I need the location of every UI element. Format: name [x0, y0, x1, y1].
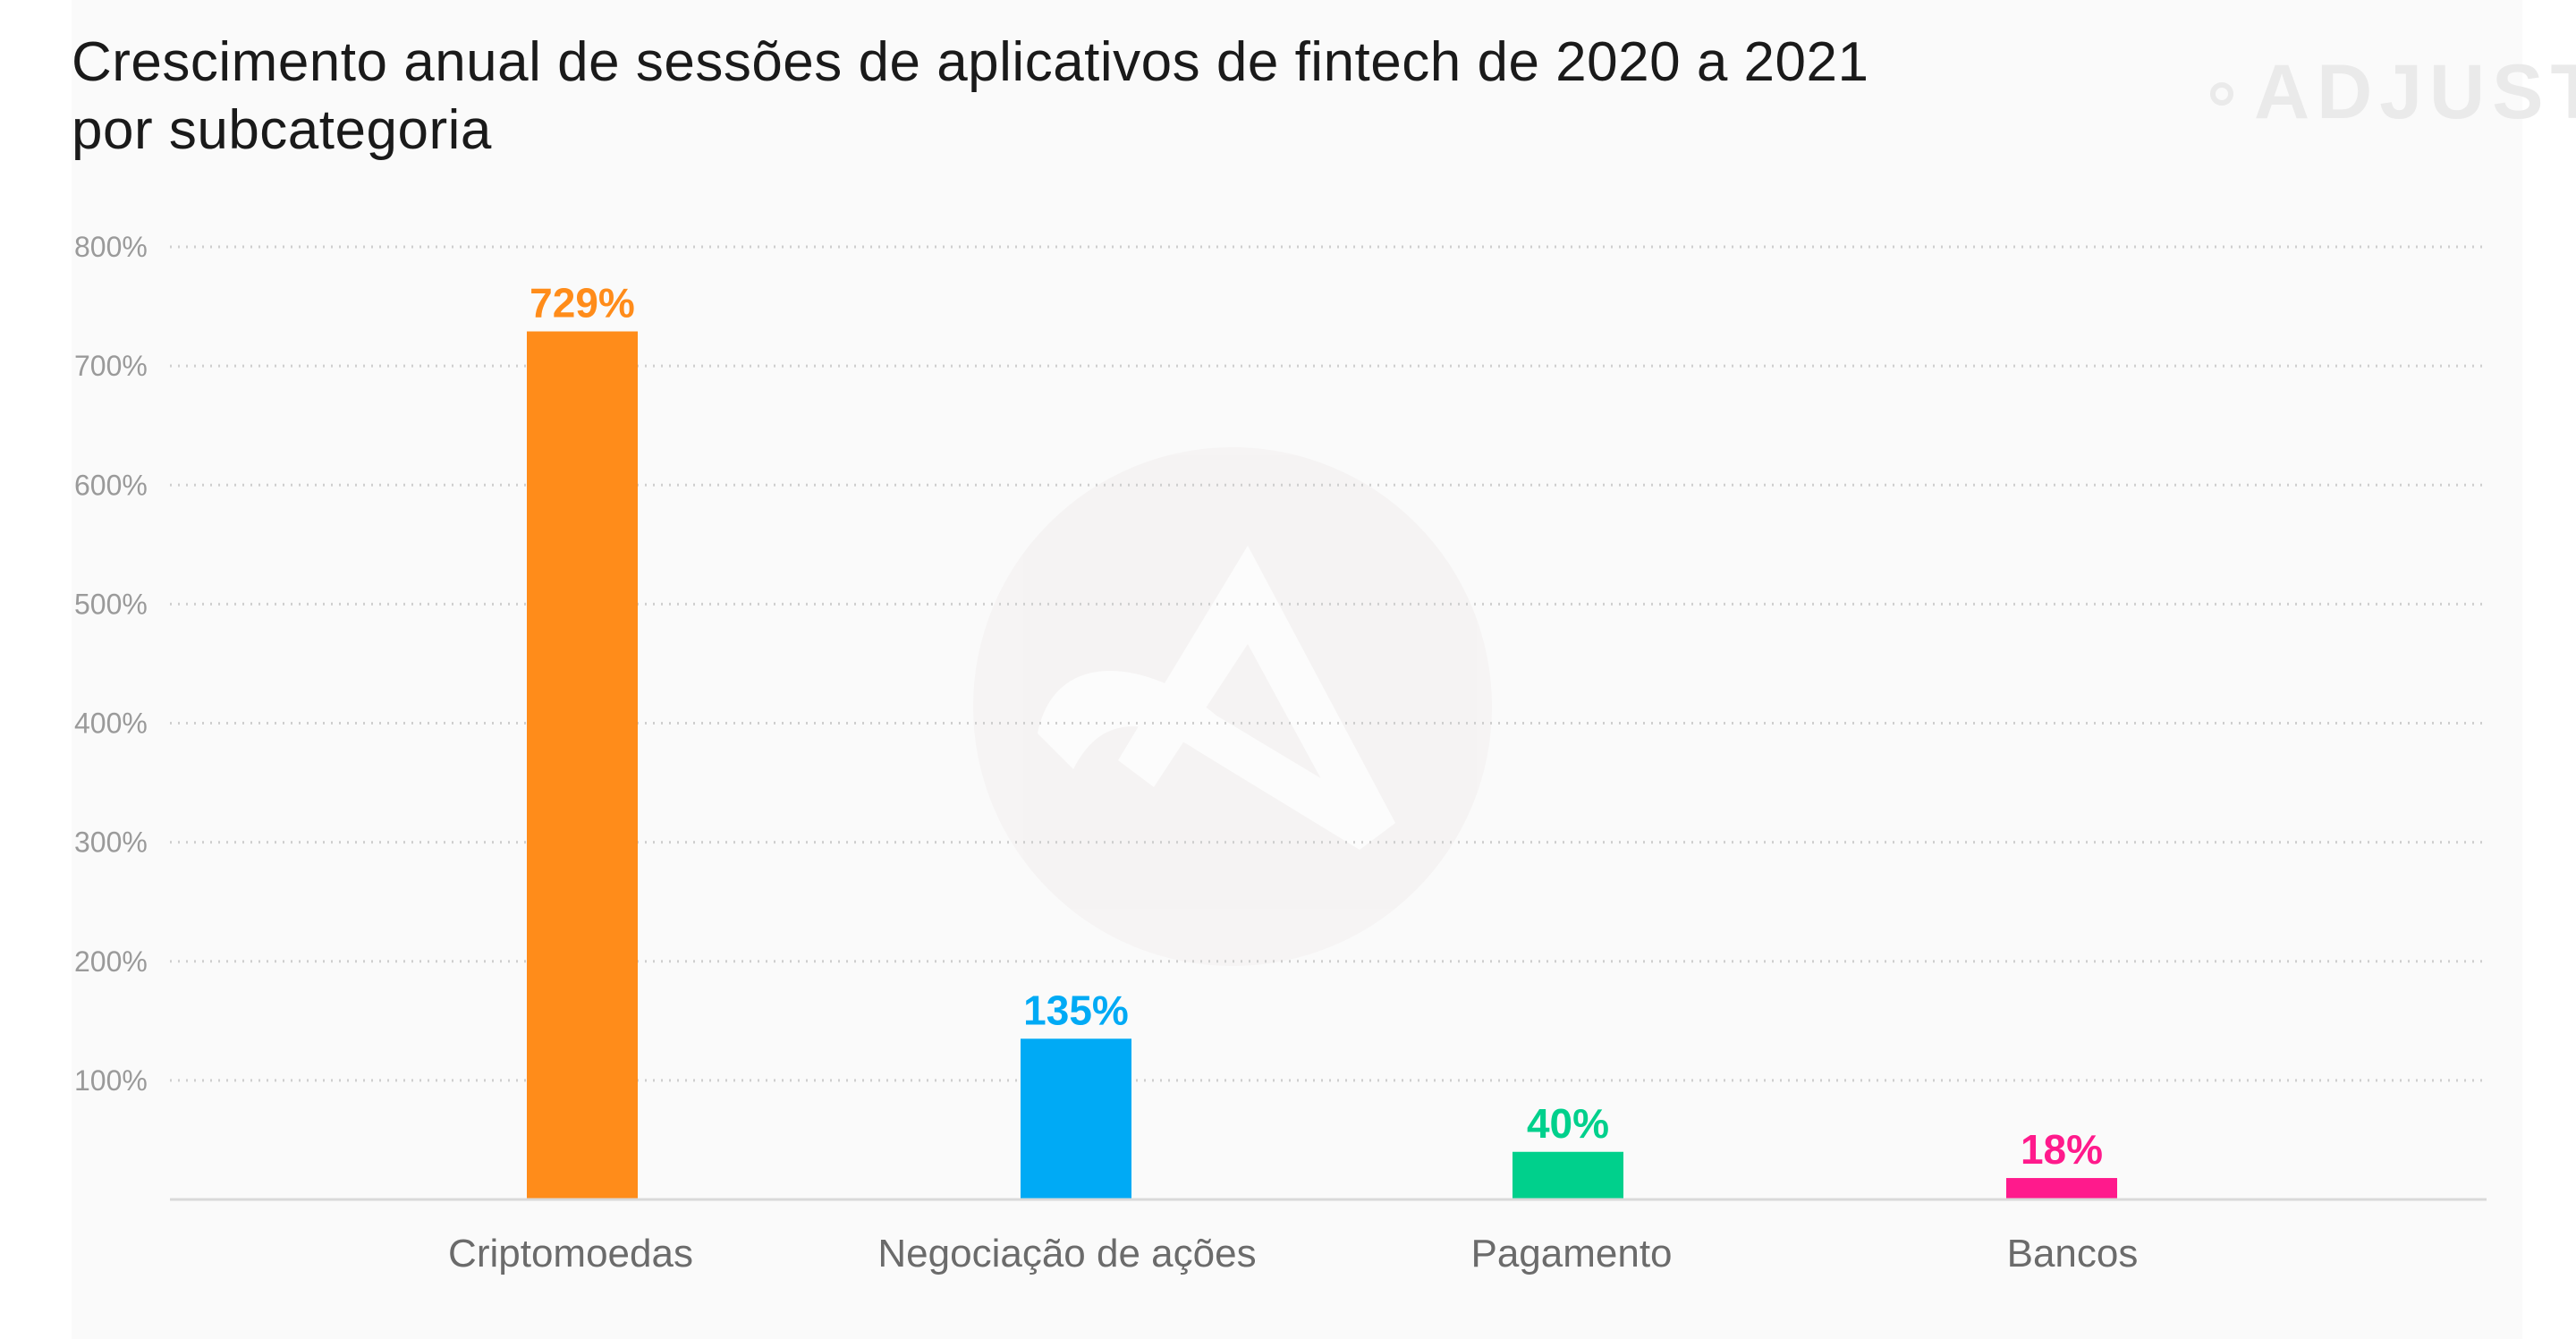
chart-title-line-1: Crescimento anual de sessões de aplicati… [72, 31, 1869, 93]
data-labels: 729% 135% 40% 18% [530, 280, 2103, 1174]
category-label: Pagamento [1470, 1232, 1672, 1275]
category-label: Bancos [2007, 1232, 2139, 1275]
y-tick-label: 500% [74, 588, 148, 620]
bar [527, 331, 638, 1199]
bar [1021, 1038, 1131, 1199]
y-tick-label: 100% [74, 1064, 148, 1097]
bar-value-label: 135% [1023, 987, 1129, 1033]
y-tick-label: 800% [74, 231, 148, 263]
bar-value-label: 40% [1527, 1100, 1609, 1147]
bar [1513, 1151, 1623, 1199]
category-label: Criptomoedas [448, 1232, 693, 1275]
watermark-logo [973, 447, 1492, 966]
bar-value-label: 729% [530, 280, 635, 326]
category-label: Negociação de ações [877, 1232, 1256, 1275]
y-tick-label: 400% [74, 708, 148, 740]
y-tick-label: 700% [74, 350, 148, 382]
chart-title: Crescimento anual de sessões de aplicati… [72, 29, 2129, 165]
y-tick-label: 600% [74, 469, 148, 501]
y-tick-label: 300% [74, 826, 148, 859]
brand-link-icon [2210, 82, 2233, 106]
x-axis-categories: Criptomoedas Negociação de ações Pagamento… [448, 1232, 2138, 1275]
chart-title-line-2: por subcategoria [72, 99, 492, 161]
brand-logo: ADJUST [2209, 49, 2576, 135]
y-axis-ticks: 100% 200% 300% 400% 500% 600% 700% 800% [74, 231, 148, 1097]
brand-name: ADJUST [2254, 48, 2576, 135]
y-tick-label: 200% [74, 945, 148, 978]
bar-value-label: 18% [2021, 1126, 2103, 1173]
bars [527, 331, 2117, 1199]
bar [2006, 1178, 2117, 1199]
